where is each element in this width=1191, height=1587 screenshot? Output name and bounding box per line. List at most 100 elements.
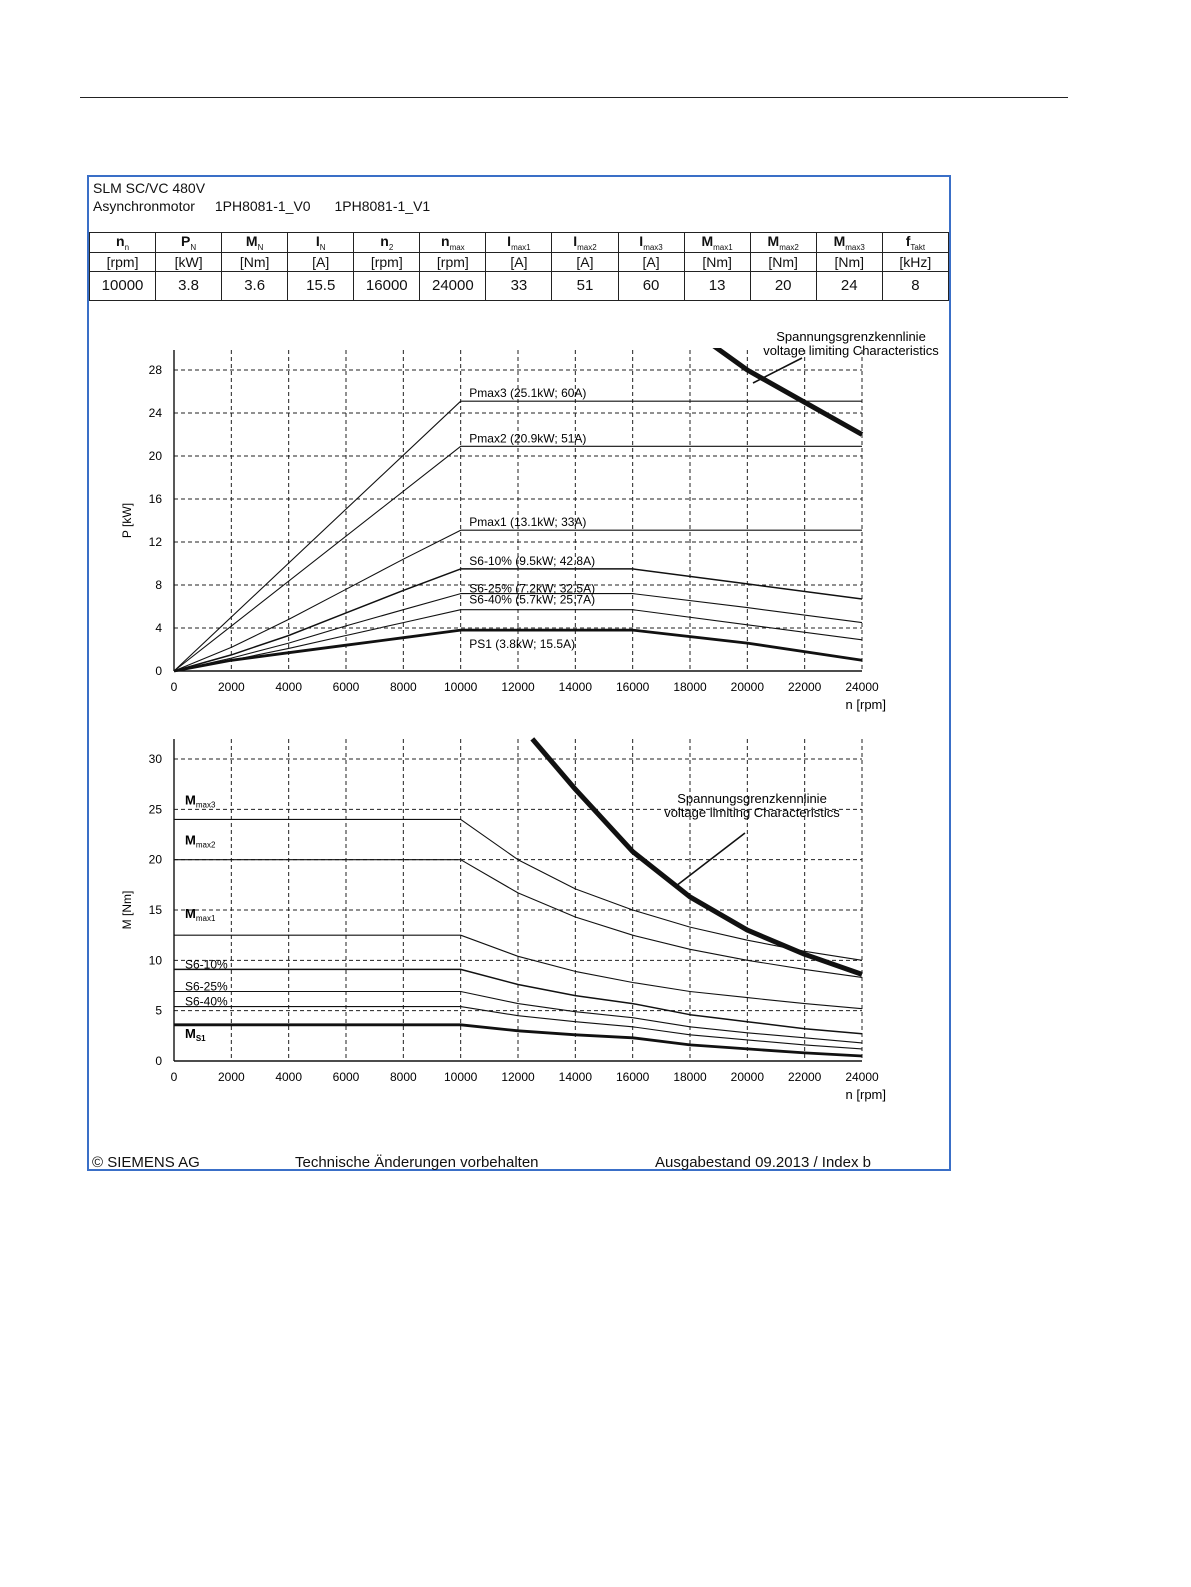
y-tick-label: 0 (155, 1054, 162, 1068)
spec-unit-12: [kHz] (881, 251, 950, 272)
x-tick-label: 2000 (218, 1070, 245, 1084)
title-line-2: Asynchronmotor 1PH8081-1_V0 1PH8081-1_V1 (93, 197, 430, 215)
x-tick-label: 20000 (731, 680, 765, 694)
spec-header-row: nn PN MN IN n2 nmax Imax1 Imax2 Imax3 Mmax1 Mmax2 M… (88, 232, 950, 253)
series-line-0 (173, 400, 862, 672)
spec-subscript: max (449, 242, 465, 252)
x-tick-label: 0 (171, 1070, 178, 1084)
y-tick-label: 10 (149, 953, 163, 967)
spec-unit-row: [rpm] [kW] [Nm] [A] [rpm] [rpm] [A] [A] [A] [Nm][… (88, 251, 950, 272)
spec-symbol: n (441, 233, 450, 249)
x-tick-label: 18000 (673, 1070, 707, 1084)
spec-value-0: 10000 (88, 270, 157, 301)
y-tick-label: 4 (155, 621, 162, 635)
voltage-limit-label: Spannungsgrenzkennlinie voltage limiting … (664, 791, 840, 820)
spec-subscript: max2 (577, 242, 597, 252)
series-label-2: Pmax1 (13.1kW; 33A) (469, 515, 586, 529)
spec-unit-0: [rpm] (88, 251, 157, 272)
spec-table: nn PN MN IN n2 nmax Imax1 Imax2 Imax3 Mmax1 Mmax2 M… (88, 232, 950, 301)
voltage-limit-label-line: Spannungsgrenzkennlinie (677, 791, 827, 806)
model-v0: 1PH8081-1_V0 (214, 198, 311, 214)
x-tick-label: 10000 (444, 680, 478, 694)
spec-symbol: I (573, 233, 578, 249)
spec-subscript: 2 (388, 242, 394, 252)
x-axis-label: n [rpm] (846, 697, 886, 712)
x-tick-label: 12000 (501, 680, 535, 694)
voltage-limit-label-line: Spannungsgrenzkennlinie (776, 329, 926, 344)
spec-value-11: 24 (815, 270, 883, 301)
y-tick-label: 15 (149, 903, 163, 917)
spec-symbol: n (380, 233, 389, 249)
page-top-rule (80, 97, 1068, 98)
curve-label-symbol: S6-10% (185, 957, 228, 971)
spec-subscript: max1 (511, 242, 531, 252)
spec-symbol: I (639, 233, 644, 249)
series-line-5 (173, 609, 863, 672)
x-tick-label: 14000 (559, 1070, 593, 1084)
y-tick-label: 0 (155, 664, 162, 678)
curve-label-symbol: S6-25% (185, 980, 228, 994)
series-line-1 (173, 445, 862, 672)
footer-edition: Ausgabestand 09.2013 / Index b (655, 1154, 872, 1171)
spec-value-9: 13 (683, 270, 751, 301)
spec-symbol: M (245, 233, 258, 249)
spec-value-3: 15.5 (287, 270, 355, 301)
series-label-6: PS1 (3.8kW; 15.5A) (469, 637, 575, 651)
spec-subscript: n (124, 242, 130, 252)
x-tick-label: 20000 (731, 1070, 765, 1084)
spec-symbol: n (116, 233, 125, 249)
x-tick-label: 2000 (218, 680, 245, 694)
spec-subscript: N (257, 242, 264, 252)
y-tick-label: 20 (149, 853, 163, 867)
y-tick-label: 16 (149, 492, 163, 506)
x-tick-label: 4000 (275, 680, 302, 694)
series-label-0: Pmax3 (25.1kW; 60A) (469, 386, 586, 400)
y-axis-label: P [kW] (120, 503, 134, 538)
spec-subscript: N (319, 242, 326, 252)
curve-label-subscript: max2 (196, 841, 216, 850)
curve-label-symbol: M (185, 1026, 196, 1041)
datasheet-title: SLM SC/VC 480V Asynchronmotor 1PH8081-1_… (93, 179, 430, 215)
spec-value-2: 3.6 (221, 270, 289, 301)
spec-symbol: M (767, 233, 780, 249)
voltage-limit-curve (530, 737, 863, 977)
spec-value-6: 33 (485, 270, 553, 301)
series-group (174, 737, 863, 1058)
spec-value-4: 16000 (353, 270, 421, 301)
x-tick-label: 22000 (788, 1070, 822, 1084)
curve-label-symbol: M (185, 833, 196, 848)
series-label-4: S6-25% (7.2kW; 32.5A) (469, 582, 595, 596)
voltage-limit-label-line: voltage limiting Characteristics (763, 343, 939, 358)
series-line-3 (174, 968, 863, 1035)
spec-header-9: Mmax1 (683, 232, 751, 253)
y-tick-label: 12 (149, 535, 163, 549)
spec-value-8: 60 (617, 270, 685, 301)
curve-label-0: Mmax3 (185, 792, 216, 809)
series-label-5: S6-40% (5.7kW; 25.7A) (469, 593, 595, 607)
y-tick-label: 5 (155, 1004, 162, 1018)
x-tick-label: 24000 (845, 680, 879, 694)
spec-symbol: M (701, 233, 714, 249)
x-tick-label: 18000 (673, 680, 707, 694)
curve-label-5: S6-40% (185, 995, 228, 1009)
spec-value-1: 3.8 (155, 270, 223, 301)
curve-label-4: S6-25% (185, 980, 228, 994)
spec-subscript: max3 (643, 242, 663, 252)
x-tick-label: 10000 (444, 1070, 478, 1084)
x-tick-label: 16000 (616, 1070, 650, 1084)
curve-label-symbol: M (185, 906, 196, 921)
spec-header-10: Mmax2 (749, 232, 817, 253)
spec-symbol: I (315, 233, 320, 249)
x-tick-label: 6000 (333, 1070, 360, 1084)
series-line-4 (174, 990, 863, 1044)
title-line-1: SLM SC/VC 480V (93, 180, 206, 196)
footer-copyright: © SIEMENS AG (92, 1154, 200, 1171)
motor-type: Asynchronmotor (93, 198, 195, 214)
charts-svg: 0 2000 4000 6000 8000 10000 12000 14000 16000 180… (120, 329, 939, 1102)
voltage-limit-label-line: voltage limiting Characteristics (664, 805, 840, 820)
series-line-2 (173, 529, 862, 672)
y-tick-label: 8 (155, 578, 162, 592)
spec-unit-8: [A] (617, 251, 685, 272)
power-chart: 0 2000 4000 6000 8000 10000 12000 14000 16000 180… (120, 329, 939, 712)
curve-label-subscript: max1 (196, 914, 216, 923)
